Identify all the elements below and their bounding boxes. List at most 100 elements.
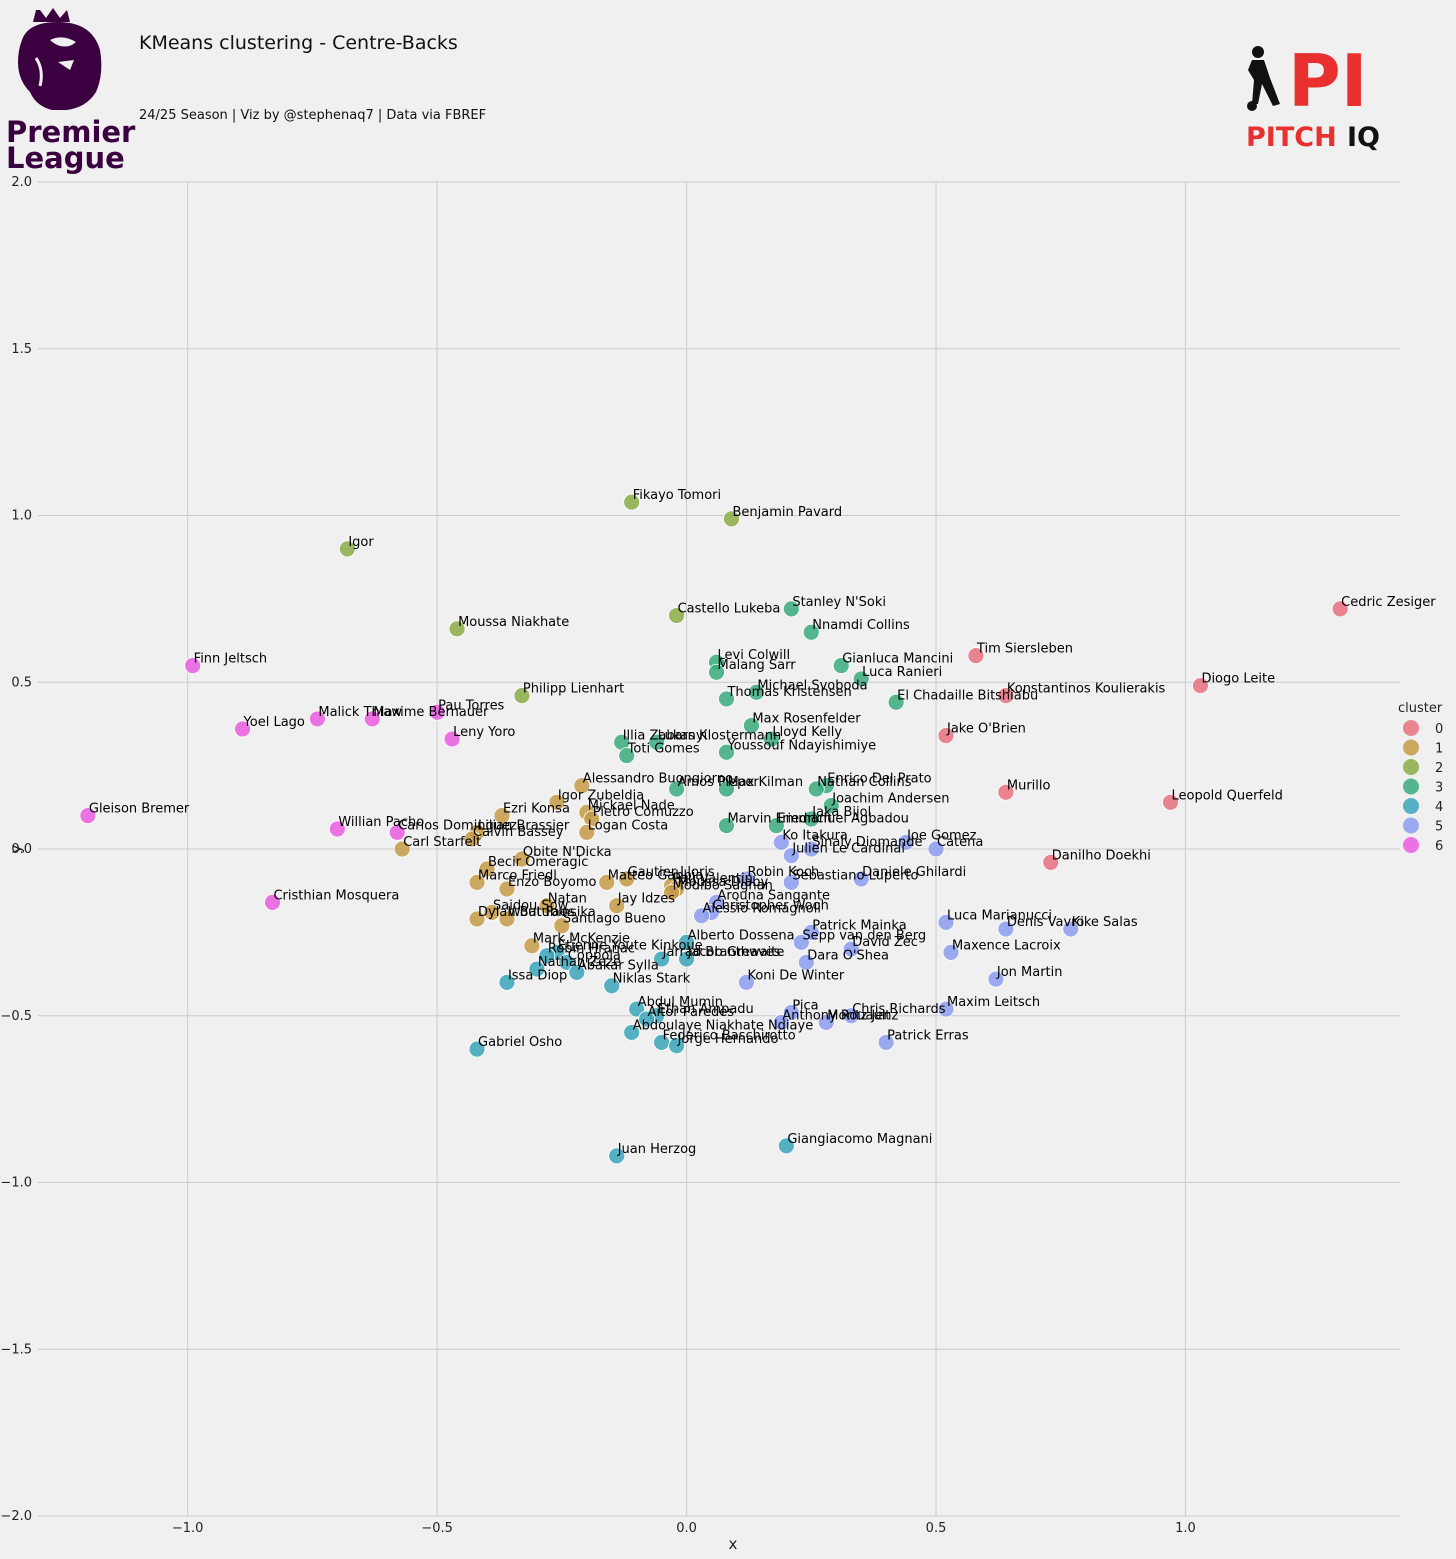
y-tick-label: −1.5 <box>0 1342 32 1357</box>
data-point <box>648 733 666 751</box>
data-point <box>468 910 486 928</box>
data-point <box>308 710 326 728</box>
legend-label: 2 <box>1435 761 1443 776</box>
data-point <box>678 933 695 951</box>
point-label: Patrick Erras <box>887 1028 969 1043</box>
data-point <box>718 780 735 798</box>
point-label: Gautier Lloris <box>628 865 715 880</box>
data-point <box>897 833 915 851</box>
data-point <box>264 893 281 911</box>
point-label: Daniele Ghilardi <box>862 865 966 880</box>
point-label: Mickael Nade <box>588 798 675 813</box>
point-label: Jay Idzes <box>617 892 676 907</box>
point-label: Lloyd Kelly <box>772 725 842 740</box>
data-point <box>498 880 516 898</box>
data-point <box>623 1024 641 1041</box>
data-point <box>718 817 735 835</box>
data-point <box>718 743 735 761</box>
data-point <box>668 780 685 798</box>
data-point <box>653 950 671 968</box>
lion-crest-icon <box>18 8 102 110</box>
point-label: Lukas Klostermann <box>658 728 782 743</box>
data-point <box>538 897 556 915</box>
legend-title: cluster <box>1398 701 1443 716</box>
point-label: Sepp van den Berg <box>802 928 926 943</box>
y-tick-label: 1.0 <box>11 509 32 524</box>
legend-label: 3 <box>1435 781 1443 796</box>
data-point <box>997 920 1015 938</box>
data-point <box>987 970 1005 988</box>
point-label: Willian Pacho <box>338 815 424 830</box>
data-point <box>363 710 381 728</box>
data-point <box>792 933 810 951</box>
point-label: Nnamdi Collins <box>812 618 910 633</box>
point-label: Murillo <box>1007 778 1051 793</box>
data-point <box>942 943 960 961</box>
legend-label: 1 <box>1435 742 1443 757</box>
data-point <box>718 690 735 708</box>
x-tick-label: 0.0 <box>676 1521 697 1536</box>
point-label: Abdul Mumin <box>638 995 723 1010</box>
data-point <box>553 917 571 935</box>
point-label: Saidou Sow <box>493 898 569 913</box>
legend-marker <box>1403 739 1419 756</box>
data-point <box>573 777 591 795</box>
data-point <box>523 937 541 955</box>
data-point <box>623 493 641 511</box>
data-point <box>877 1034 895 1051</box>
x-axis-label: x <box>729 1535 738 1553</box>
data-point <box>738 870 755 888</box>
data-points <box>79 493 1349 1165</box>
point-label: Wout Faes <box>508 905 575 920</box>
data-point <box>937 1000 955 1018</box>
point-label: Cristhian Mosquera <box>273 888 399 903</box>
point-label: Maxime Bernauer <box>373 705 489 720</box>
point-label: Levi Colwill <box>718 648 791 663</box>
data-point <box>1042 853 1060 871</box>
y-axis-label: y <box>7 844 25 853</box>
data-point <box>693 907 710 925</box>
point-label: Issa Diop <box>508 968 567 983</box>
point-label: Tim Siersleben <box>976 642 1073 657</box>
data-point <box>762 730 780 748</box>
point-label: Matteo Gabbia <box>608 868 704 883</box>
data-point <box>478 860 496 878</box>
data-point <box>802 810 820 828</box>
y-tick-label: −2.0 <box>0 1509 32 1524</box>
y-tick-label: −0.5 <box>0 1009 32 1024</box>
point-label: Gabriel Osho <box>478 1035 562 1050</box>
data-point <box>832 657 850 674</box>
legend: cluster 0 1 2 3 4 5 6 <box>1398 701 1443 854</box>
point-label: Konstantinos Koulierakis <box>1007 682 1166 697</box>
data-point <box>443 730 461 748</box>
data-point <box>852 670 870 688</box>
point-label: El Chadaille Bitshiabu <box>897 688 1038 703</box>
point-label: Patrick Mainka <box>812 918 906 933</box>
point-label: Jaka Bijol <box>811 805 871 820</box>
data-point <box>797 953 815 971</box>
y-tick-label: 1.5 <box>11 342 32 357</box>
point-label: Pau Valentin <box>673 872 753 887</box>
point-label: Julien Le Cardinal <box>791 842 905 857</box>
data-point <box>463 830 481 848</box>
point-label: Modibo Sagnan <box>673 878 773 893</box>
data-point <box>777 1137 795 1155</box>
point-label: Benjamin Pavard <box>732 505 842 520</box>
brand-mark: PI <box>1288 39 1368 123</box>
data-point <box>568 963 586 981</box>
data-point <box>498 974 516 991</box>
league-name-line2: League <box>6 141 125 175</box>
point-label: Maxim Leitsch <box>947 995 1040 1010</box>
legend-label: 0 <box>1435 722 1443 737</box>
data-point <box>184 657 202 674</box>
data-point <box>608 1147 626 1165</box>
point-label: Alberto Dossena <box>688 928 795 943</box>
point-label: Abdoulaye Niakhate Ndiaye <box>633 1018 814 1033</box>
data-point <box>448 620 466 638</box>
point-label: Jacob Greaves <box>687 945 781 960</box>
legend-label: 6 <box>1435 839 1443 854</box>
data-point <box>338 540 356 558</box>
point-label: Max Kilman <box>727 775 803 790</box>
point-label: Nathan Collins <box>817 775 911 790</box>
